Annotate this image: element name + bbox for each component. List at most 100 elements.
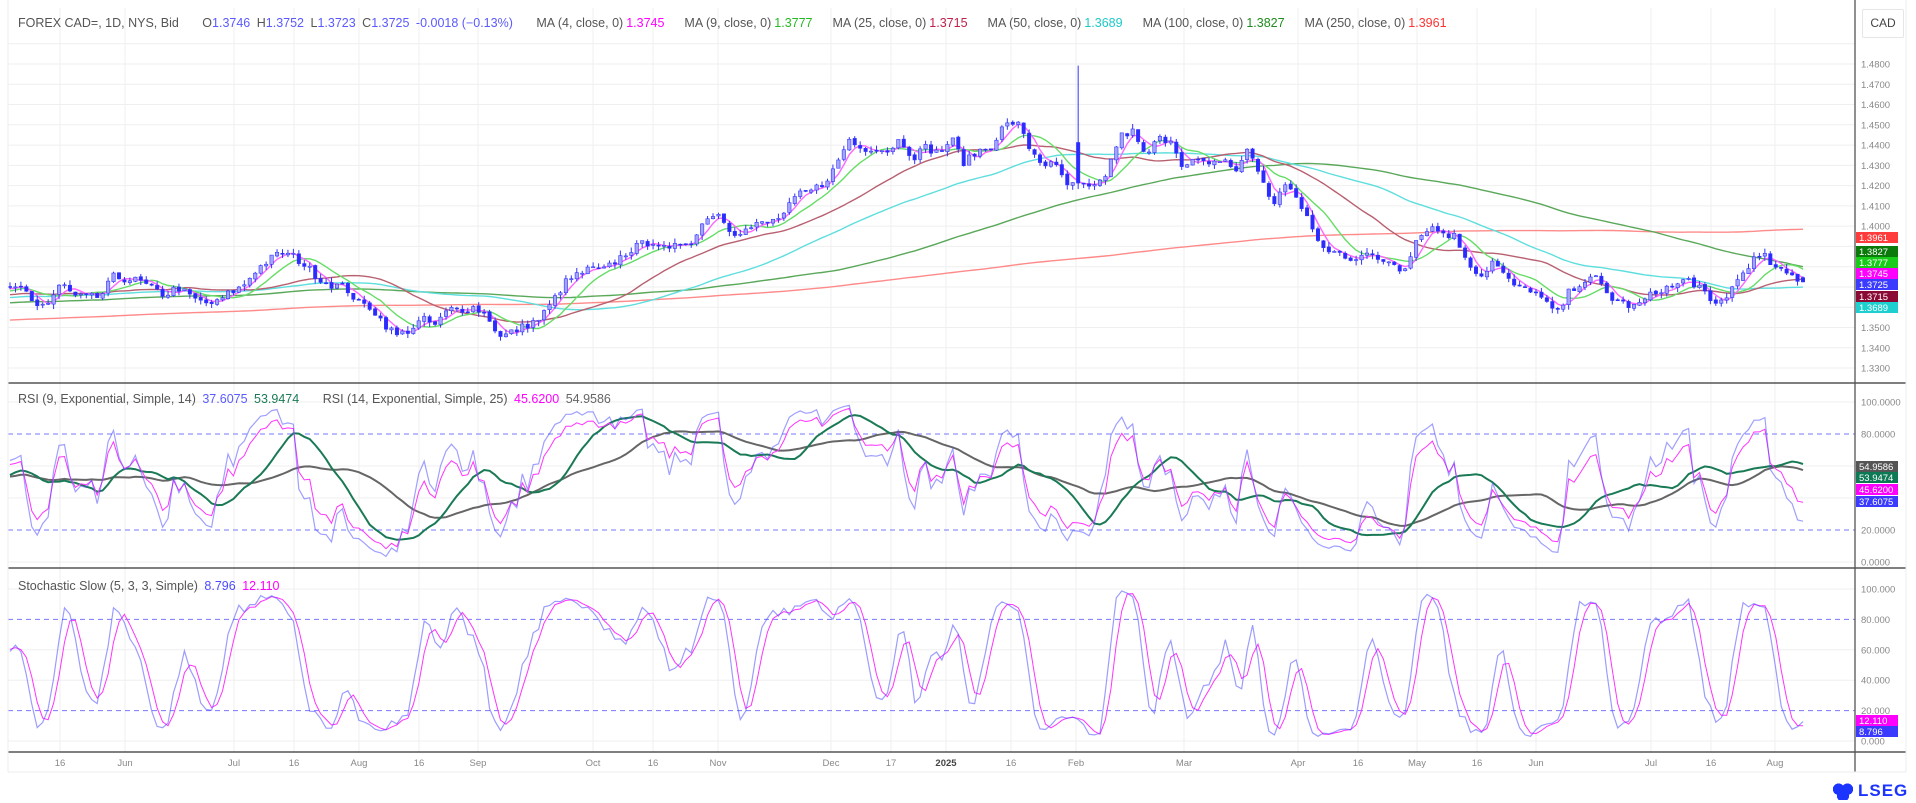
- candle-body: [471, 306, 476, 313]
- candle: [1544, 295, 1549, 303]
- candle: [961, 146, 966, 167]
- date-axis-label: Aug: [351, 758, 368, 769]
- rsi-14-badge: 45.6200: [1859, 485, 1893, 496]
- candle: [1692, 274, 1697, 289]
- candle-body: [340, 282, 345, 285]
- candle-body: [1174, 141, 1179, 154]
- candle: [1533, 289, 1538, 296]
- candle: [1114, 146, 1119, 164]
- candle: [24, 284, 29, 292]
- close-value: 1.3725: [371, 16, 410, 30]
- candle: [552, 293, 557, 309]
- candle: [836, 157, 841, 169]
- candle: [1801, 276, 1806, 283]
- candle-body: [1354, 259, 1359, 261]
- candle-body: [694, 234, 699, 245]
- candle-body: [1686, 278, 1691, 280]
- candle-body: [95, 292, 100, 298]
- rsi-9-label: RSI (9, Exponential, Simple, 14): [18, 392, 196, 406]
- candle: [1604, 281, 1609, 294]
- candle-body: [1697, 284, 1702, 288]
- candle-body: [1561, 304, 1566, 310]
- candle: [809, 188, 814, 195]
- candle-body: [509, 329, 514, 335]
- candle: [253, 271, 258, 283]
- candle-body: [612, 262, 617, 265]
- candle: [1392, 261, 1397, 266]
- candle-body: [552, 295, 557, 306]
- ma-9-line: [9, 134, 1804, 330]
- candle-body: [1479, 273, 1484, 277]
- candle-body: [820, 185, 825, 187]
- candle-body: [569, 278, 574, 281]
- ma-250-value: 1.3961: [1408, 16, 1447, 30]
- price-panel[interactable]: [8, 65, 1806, 341]
- candle: [1702, 282, 1707, 295]
- candle-body: [1157, 136, 1162, 142]
- candle: [1348, 256, 1353, 262]
- date-axis-label: 16: [1472, 758, 1483, 769]
- stochastic-panel[interactable]: [8, 590, 1855, 738]
- candle: [1054, 157, 1059, 167]
- candle-body: [640, 240, 645, 244]
- candle: [912, 152, 917, 165]
- candle: [1768, 251, 1773, 266]
- candle-body: [1223, 159, 1228, 162]
- candle: [313, 264, 318, 284]
- candle: [531, 317, 536, 332]
- lseg-emblem-icon: [1832, 782, 1854, 800]
- candle: [890, 146, 895, 155]
- candle: [471, 304, 476, 313]
- candle: [1484, 266, 1489, 280]
- candle: [215, 298, 220, 306]
- rsi-14-line: [9, 407, 1804, 550]
- rsi-panel[interactable]: [8, 404, 1855, 558]
- stochastic-k-badge-bg: [1856, 726, 1898, 737]
- candle-body: [1659, 292, 1664, 295]
- candle: [275, 249, 280, 258]
- candle-body: [760, 221, 765, 224]
- candle: [918, 146, 923, 163]
- candle: [111, 271, 116, 283]
- candle-body: [1038, 154, 1043, 163]
- candle-body: [291, 253, 296, 255]
- candle-body: [1501, 265, 1506, 273]
- candle: [814, 183, 819, 194]
- candle-body: [35, 299, 40, 307]
- candle: [95, 292, 100, 298]
- rsi-9-value: 37.6075: [202, 392, 248, 406]
- candle-body: [1108, 158, 1113, 177]
- candle: [1048, 159, 1053, 168]
- candle-body: [683, 243, 688, 246]
- candle-body: [318, 278, 323, 283]
- rsi-14-signal-line: [9, 430, 1804, 527]
- candle-body: [536, 319, 541, 322]
- candle-body: [24, 286, 29, 292]
- grid-lines: [8, 8, 1855, 752]
- candle: [596, 263, 601, 270]
- candle: [247, 277, 252, 288]
- candle-body: [1637, 302, 1642, 306]
- candle: [1305, 204, 1310, 217]
- candle-body: [324, 282, 329, 285]
- axes: 1.4800 1.4700 1.4600 1.4500 1.4400 1.4300 1.42…: [55, 60, 1901, 770]
- candle: [656, 241, 661, 250]
- candle: [1697, 281, 1702, 289]
- candle: [1381, 259, 1386, 265]
- candle: [89, 292, 94, 300]
- candle: [78, 292, 83, 299]
- candle: [1375, 251, 1380, 264]
- candle: [1675, 282, 1680, 293]
- currency-button[interactable]: CAD: [1862, 9, 1904, 38]
- candle-body: [209, 301, 214, 304]
- candle-body: [433, 321, 438, 325]
- candle-body: [476, 305, 481, 313]
- candle: [732, 227, 737, 238]
- candle: [923, 140, 928, 153]
- candle: [934, 146, 939, 153]
- date-axis-label: 16: [55, 758, 66, 769]
- candle-body: [514, 329, 519, 333]
- candle-body: [51, 294, 56, 305]
- candle-body: [999, 126, 1004, 140]
